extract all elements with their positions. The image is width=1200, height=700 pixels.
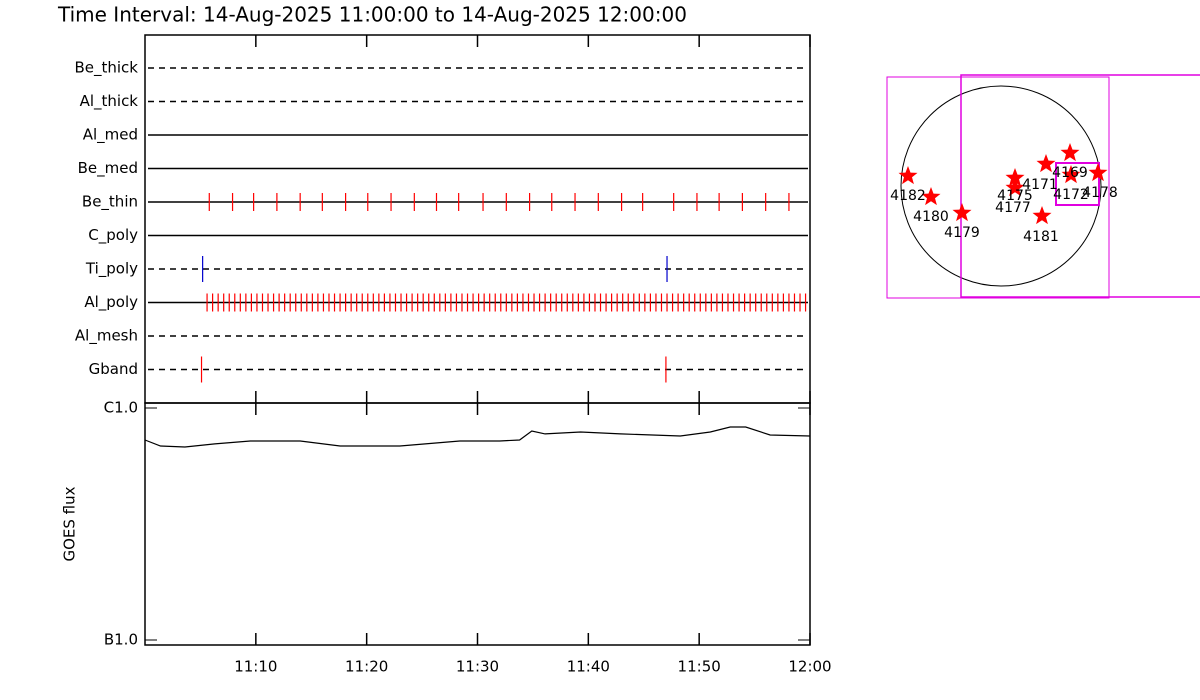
region-label: 4181 [1023,229,1059,245]
row-label: Al_thick [80,92,139,111]
region-marker [1005,168,1025,187]
row-label: Ti_poly [85,260,138,279]
x-tick-label: 11:50 [678,658,721,676]
region-marker [952,203,972,222]
timeline-frame [144,34,811,404]
region-marker [1005,178,1025,197]
y-tick-label: B1.0 [104,631,138,649]
goes-frame [144,402,811,646]
y-tick-label: C1.0 [104,399,138,417]
region-label: 4175 [997,188,1033,204]
region-marker [1036,154,1056,173]
region-marker [1032,206,1052,225]
fov-box [886,76,1110,299]
region-label: 4179 [944,225,980,241]
row-label: Gband [89,360,138,378]
region-label: 4180 [913,209,949,225]
region-label: 4169 [1052,165,1088,181]
region-marker [921,187,941,206]
region-marker [1061,165,1081,184]
region-label: 4172 [1053,187,1089,203]
solar-disk [900,85,1102,287]
region-label: 4171 [1022,177,1058,193]
fov-box [1055,162,1100,206]
x-tick-label: 12:00 [788,658,831,676]
row-label: Be_thin [82,193,138,212]
row-label: C_poly [88,226,138,245]
region-label: 4182 [890,188,926,204]
y-axis-label: GOES flux [61,486,79,561]
row-label: Be_thick [74,59,138,78]
fov-box [960,74,1200,298]
region-marker [1060,143,1080,162]
row-label: Al_med [83,126,138,145]
region-label: 4177 [995,200,1031,216]
x-tick-label: 11:20 [345,658,388,676]
x-tick-label: 11:30 [456,658,499,676]
goes-curve [144,426,811,448]
region-marker [898,166,918,185]
row-label: Al_poly [84,293,138,312]
x-tick-label: 11:10 [234,658,277,676]
region-label: 4178 [1082,185,1118,201]
title: Time Interval: 14-Aug-2025 11:00:00 to 1… [57,3,687,27]
x-tick-label: 11:40 [567,658,610,676]
row-label: Be_med [78,159,138,178]
region-marker [1088,163,1108,182]
row-label: Al_mesh [75,327,138,346]
